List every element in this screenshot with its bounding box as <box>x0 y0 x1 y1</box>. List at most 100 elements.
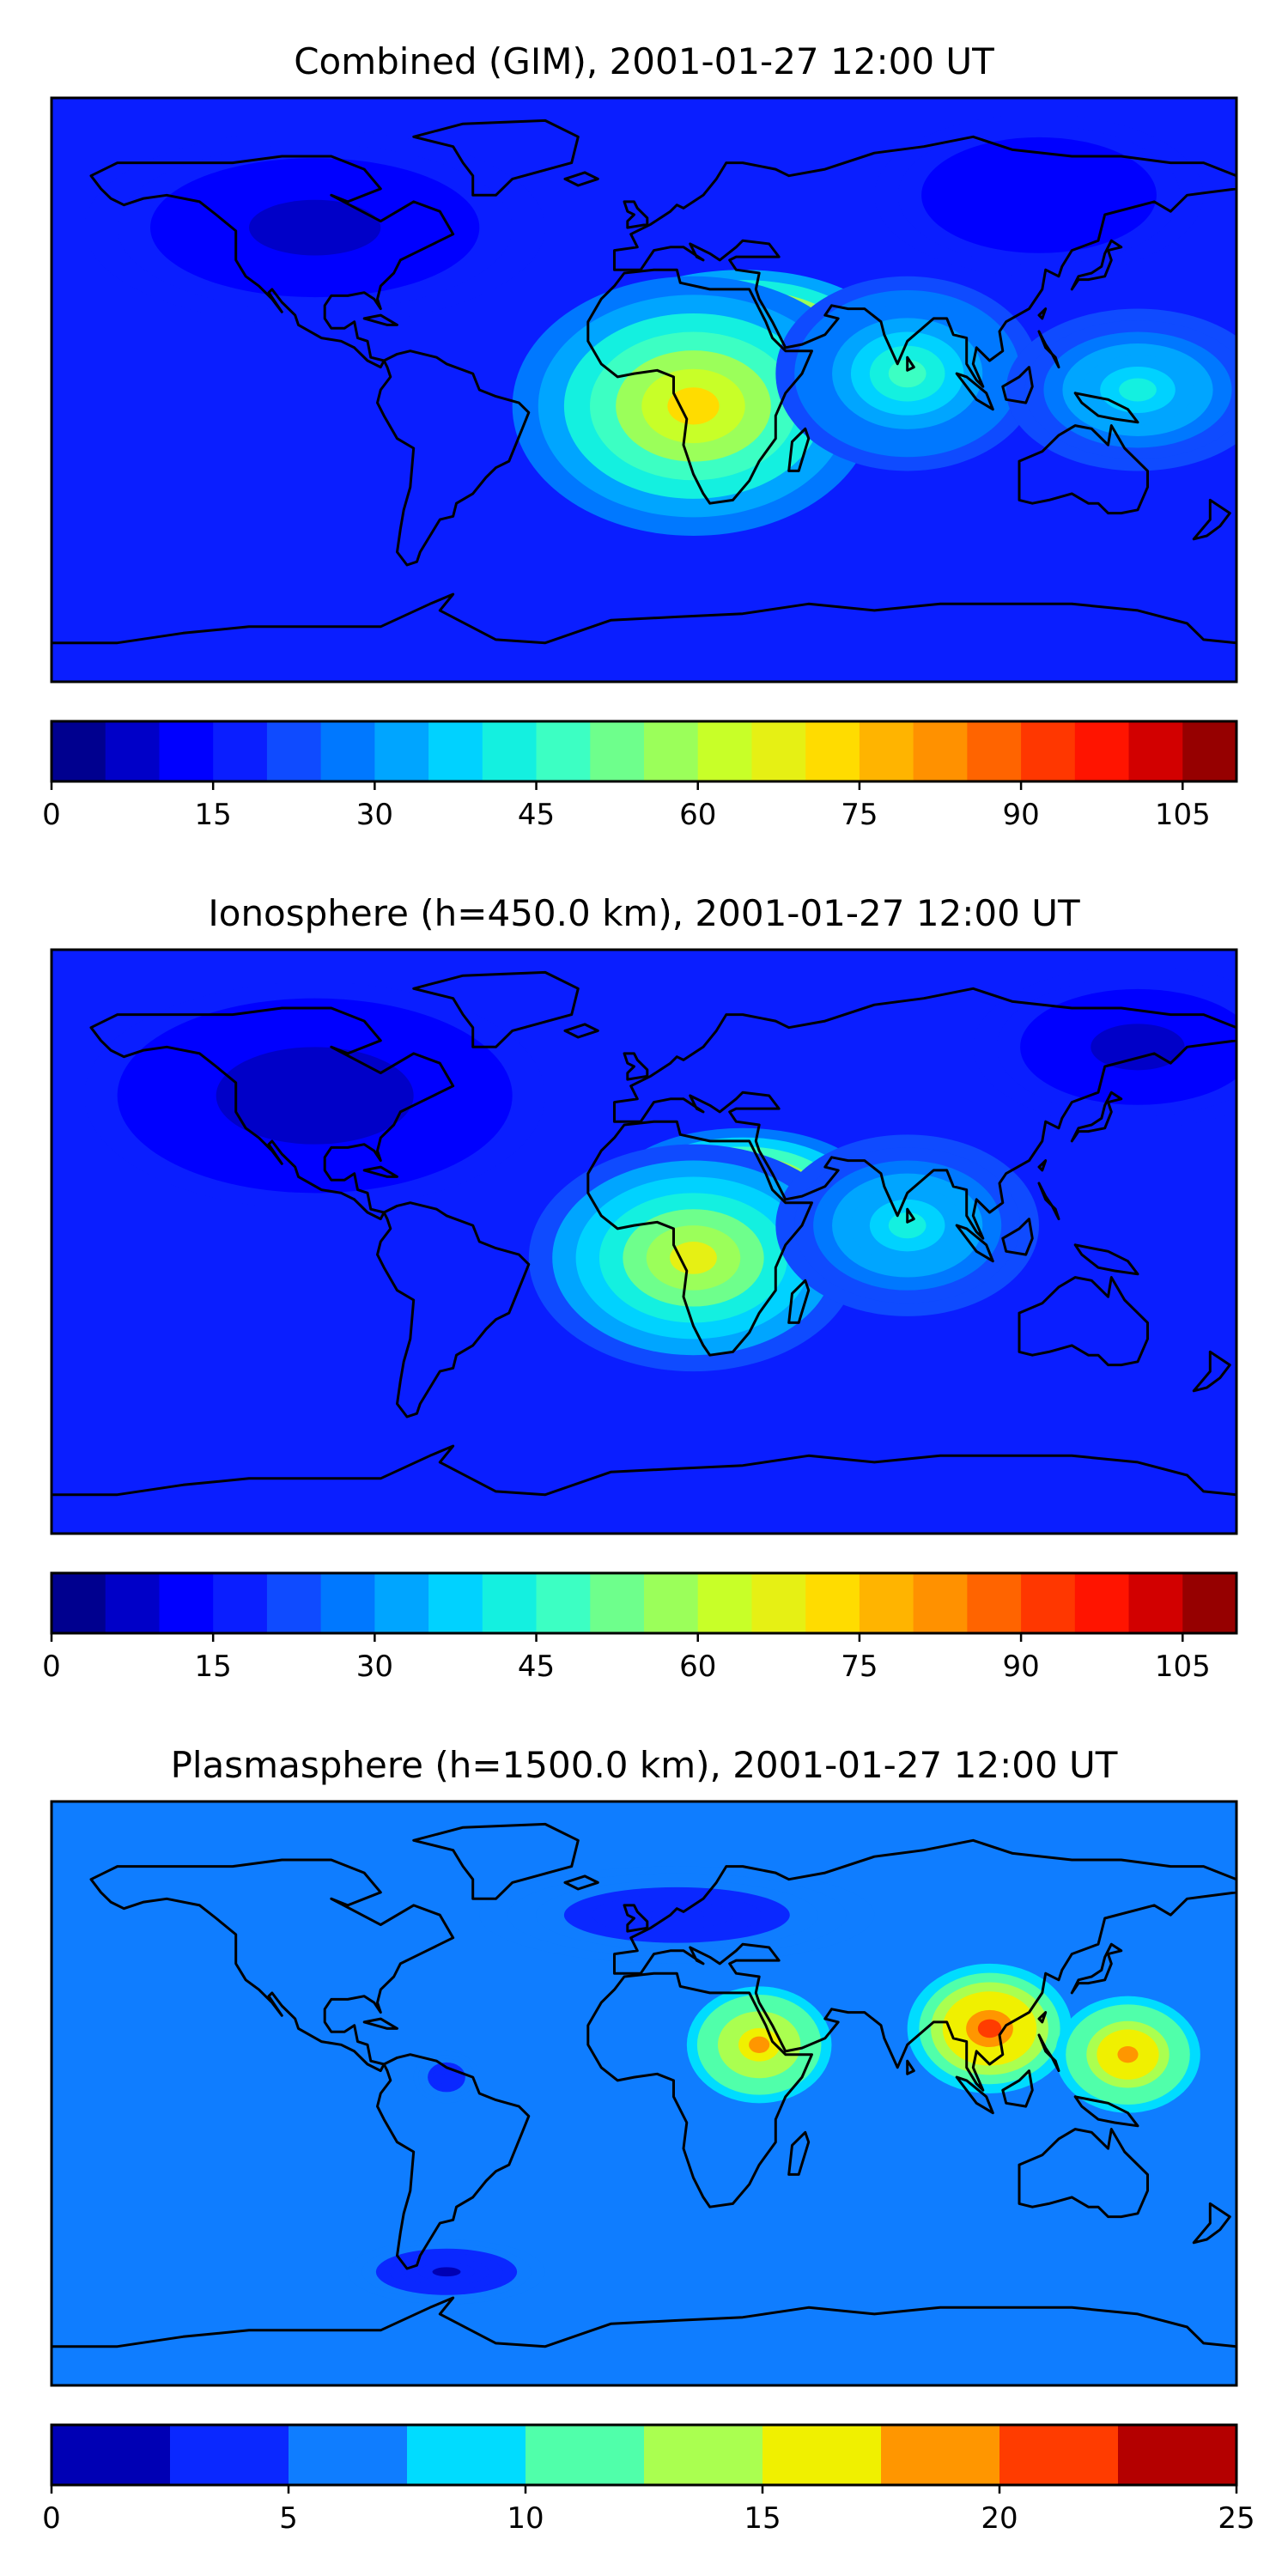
colorbar-segment <box>1182 721 1237 781</box>
colorbar-tick-label: 90 <box>1002 798 1039 832</box>
coastline-south-america <box>376 349 531 567</box>
coastline-sri-lanka <box>906 1207 915 1224</box>
coastlines <box>52 118 1236 645</box>
contour-low-band <box>1114 1035 1162 1059</box>
contour-high-band <box>1117 2045 1139 2063</box>
colorbar-tick-label: 20 <box>981 2501 1018 2536</box>
colorbar: 0 15 30 45 60 75 90 105 <box>42 1571 1238 1684</box>
colorbar-segment <box>52 2425 171 2485</box>
coastline-madagascar <box>787 427 811 472</box>
coastline-iceland <box>563 1874 599 1891</box>
colorbar-tick-label: 45 <box>518 798 555 832</box>
coastline-philippines <box>1037 2033 1060 2073</box>
coastline-borneo <box>1001 2069 1034 2108</box>
coastline-north-america <box>89 1858 455 2073</box>
contour-low-band <box>1015 183 1063 207</box>
colorbar-segment <box>1128 721 1183 781</box>
panel-title: Ionosphere (h=450.0 km), 2001-01-27 12:0… <box>208 892 1080 934</box>
colorbar-segment <box>482 1573 538 1633</box>
colorbar-tick-label: 90 <box>1002 1649 1039 1684</box>
colorbar-tick-label: 0 <box>42 1649 61 1684</box>
map-frame <box>50 948 1238 1535</box>
colorbar-frame <box>50 720 1238 783</box>
panel-ionosphere: Ionosphere (h=450.0 km), 2001-01-27 12:0… <box>42 892 1238 1684</box>
colorbar-segment <box>105 1573 161 1633</box>
coastline-africa <box>586 1971 813 2208</box>
colorbar-segment <box>881 2425 1000 2485</box>
coastline-sumatra <box>955 2075 994 2115</box>
contour-high-band <box>749 2036 770 2054</box>
colorbar-segment <box>266 1573 322 1633</box>
colorbar-segment <box>159 721 214 781</box>
coastline-taiwan <box>1037 307 1048 320</box>
colorbar-segment <box>52 721 106 781</box>
coastline-south-america <box>376 2053 531 2270</box>
contour-high-band <box>667 387 720 425</box>
coastline-eurasia <box>613 1838 1236 2092</box>
panel-title: Plasmasphere (h=1500.0 km), 2001-01-27 1… <box>171 1744 1118 1786</box>
coastline-new-guinea <box>1073 392 1139 424</box>
colorbar-segment <box>644 721 699 781</box>
coastline-south-america <box>376 1201 531 1419</box>
map-field <box>52 98 1236 682</box>
colorbar-segment <box>859 721 914 781</box>
coastline-japan <box>1070 239 1123 291</box>
colorbar-segment <box>751 1573 806 1633</box>
colorbar-segment <box>967 721 1022 781</box>
colorbar-segment <box>590 1573 645 1633</box>
contour-low-band <box>432 2267 461 2277</box>
coastline-new-zealand <box>1192 498 1231 541</box>
colorbar-segment <box>320 721 375 781</box>
colorbar-segment <box>105 721 161 781</box>
colorbar-segment <box>428 1573 483 1633</box>
colorbar-segment <box>1021 721 1076 781</box>
colorbar: 0 15 30 45 60 75 90 105 <box>42 720 1238 832</box>
coastlines <box>52 970 1236 1497</box>
colorbar-segment <box>213 1573 268 1633</box>
coastline-eurasia <box>613 135 1236 388</box>
coastline-madagascar <box>787 2130 811 2176</box>
colorbar-frame <box>50 1571 1238 1635</box>
contour-low-band <box>441 2073 452 2081</box>
coastline-new-zealand <box>1192 1350 1231 1393</box>
colorbar-segment <box>913 721 968 781</box>
coastline-africa <box>586 268 813 505</box>
coastline-sumatra <box>955 1224 994 1263</box>
map-frame <box>50 96 1238 683</box>
coastline-philippines <box>1037 330 1060 369</box>
coastline-cuba <box>362 1165 398 1178</box>
map-field <box>52 1801 1236 2385</box>
colorbar-segment <box>213 721 268 781</box>
colorbar-tick-label: 0 <box>42 798 61 832</box>
coastline-north-america <box>89 1006 455 1221</box>
coastline-sumatra <box>955 372 994 411</box>
coastline-uk <box>623 1052 649 1081</box>
coastline-madagascar <box>787 1279 811 1324</box>
coastline-antarctica <box>52 2296 1236 2348</box>
coastline-iceland <box>563 171 599 187</box>
colorbar-segment <box>1182 1573 1237 1633</box>
colorbar-segment <box>644 1573 699 1633</box>
colorbar-tick-label: 25 <box>1218 2501 1255 2536</box>
coastline-japan <box>1070 1091 1123 1143</box>
colorbar-segment <box>697 1573 753 1633</box>
coastline-australia <box>1018 424 1149 515</box>
coastline-uk <box>623 200 649 229</box>
coastline-antarctica <box>52 592 1236 645</box>
colorbar-segment <box>697 721 753 781</box>
colorbar-segment <box>805 1573 860 1633</box>
colorbar-tick-label: 105 <box>1155 1649 1211 1684</box>
colorbar-segment <box>52 1573 106 1633</box>
panel-plasmasphere: Plasmasphere (h=1500.0 km), 2001-01-27 1… <box>42 1744 1255 2536</box>
colorbar-frame <box>50 2423 1238 2487</box>
colorbar-tick-label: 10 <box>507 2501 544 2536</box>
contour-high-band <box>977 2019 1002 2038</box>
coastline-sri-lanka <box>906 355 915 372</box>
contour-high-band <box>888 1212 927 1239</box>
colorbar-tick-label: 60 <box>679 798 716 832</box>
coastline-uk <box>623 1904 649 1933</box>
colorbar-tick-label: 15 <box>744 2501 781 2536</box>
contour-high-band <box>670 1242 717 1274</box>
colorbar-segment <box>266 721 322 781</box>
